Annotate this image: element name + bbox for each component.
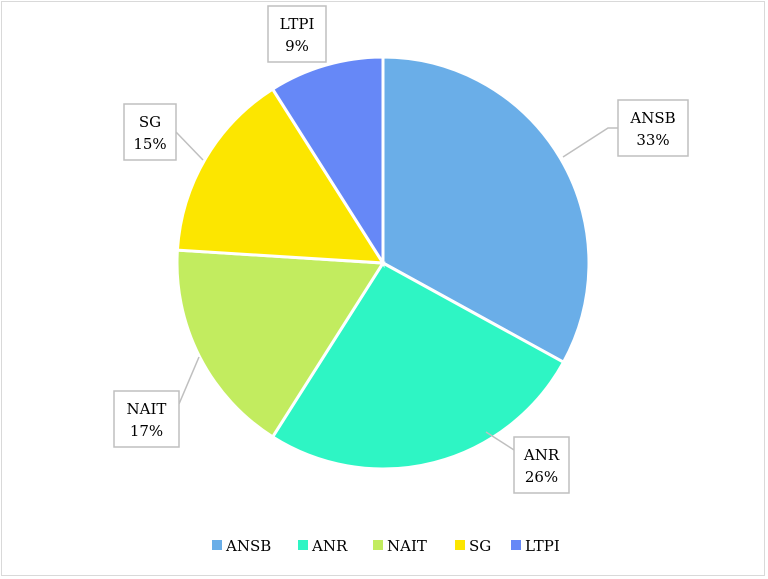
data-label-value: 15% [133, 135, 166, 153]
legend-label: NAIT [387, 537, 427, 555]
legend-label: LTPI [525, 537, 560, 555]
data-label-value: 26% [525, 468, 558, 486]
leader-line-nait [178, 356, 200, 405]
data-label-nait: NAIT 17% [113, 390, 180, 448]
legend-item-anr: ANR [298, 537, 348, 555]
legend-item-ltpi: LTPI [511, 537, 560, 555]
data-label-ansb: ANSB 33% [617, 99, 689, 157]
data-label-value: 33% [636, 131, 669, 149]
legend-swatch [212, 540, 222, 550]
legend-item-ansb: ANSB [212, 537, 271, 555]
legend-item-nait: NAIT [373, 537, 427, 555]
pie-slice-ltpi [270, 55, 385, 269]
leader-line-ansb [562, 127, 618, 158]
data-label-value: 17% [130, 422, 163, 440]
legend-swatch [373, 540, 383, 550]
legend-item-sg: SG [455, 537, 491, 555]
data-label-category: ANSB [629, 109, 675, 127]
pie-slice-nait [175, 248, 386, 440]
data-label-category: LTPI [280, 15, 315, 33]
data-label-box [513, 436, 570, 494]
data-label-value: 9% [285, 37, 309, 55]
pie-slices [175, 55, 591, 471]
legend-swatch [455, 540, 465, 550]
data-label-anr: ANR 26% [513, 436, 570, 494]
legend-swatch [298, 540, 308, 550]
data-label-box [267, 5, 327, 63]
pie-slice-anr [270, 261, 566, 471]
legend-label: ANR [311, 537, 348, 555]
legend-swatch [511, 540, 521, 550]
legend-label: SG [469, 537, 491, 555]
data-label-sg: SG 15% [123, 103, 177, 161]
data-label-ltpi: LTPI 9% [267, 5, 327, 63]
legend-label: ANSB [225, 537, 271, 555]
leader-line-sg [175, 131, 204, 161]
data-label-category: NAIT [127, 400, 167, 418]
data-label-box [113, 390, 180, 448]
leader-line-anr [485, 431, 515, 451]
data-label-category: SG [139, 113, 161, 131]
pie-slice-ansb [381, 55, 591, 365]
data-label-box [617, 99, 689, 157]
data-label-box [123, 103, 177, 161]
data-labels: ANSB 33% ANR 26% NAIT 17% SG 15% LTPI 9% [113, 5, 689, 494]
data-label-category: ANR [523, 446, 560, 464]
pie-slice-sg [175, 86, 386, 265]
legend: ANSB ANR NAIT SG LTPI [212, 537, 560, 555]
